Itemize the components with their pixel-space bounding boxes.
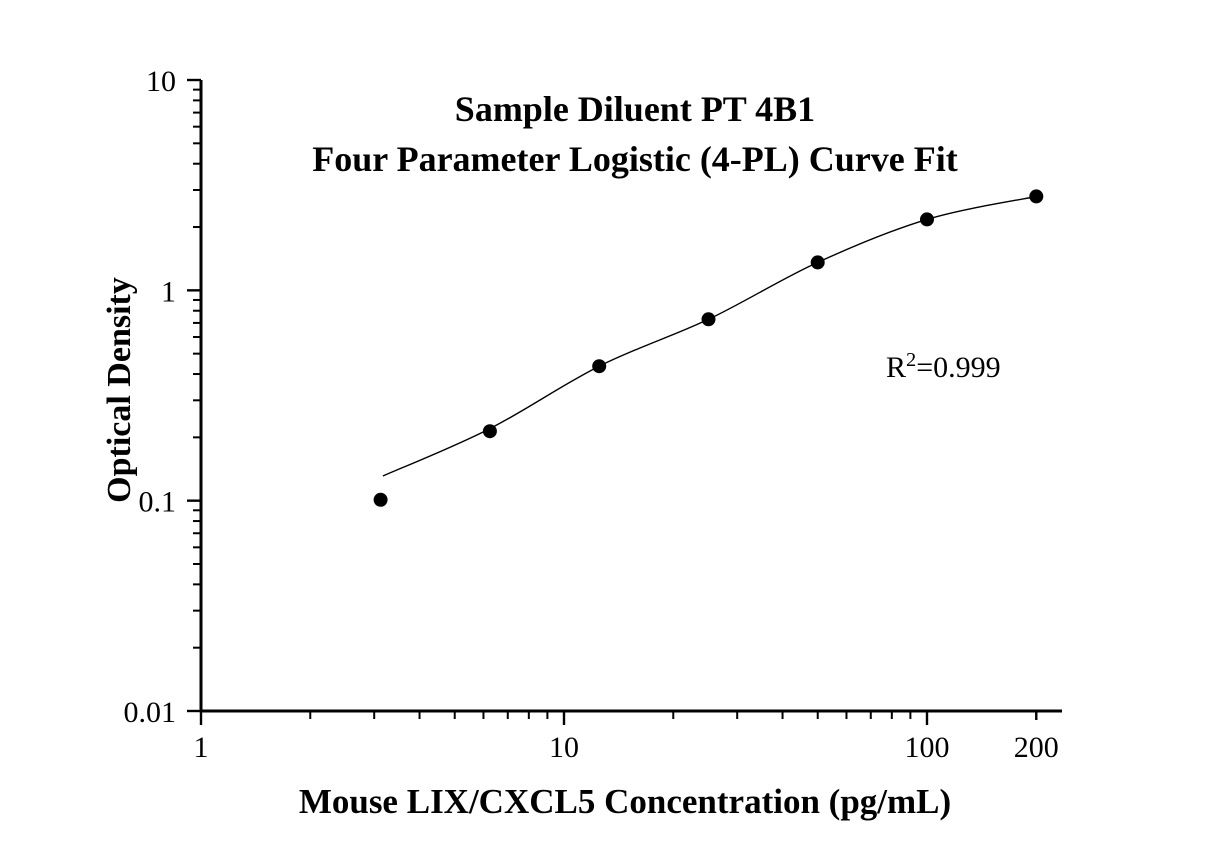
data-point-marker [810,255,825,270]
x-axis-label: Mouse LIX/CXCL5 Concentration (pg/mL) [298,782,952,821]
data-point-marker [373,492,388,507]
y-tick-label: 0.01 [124,696,177,729]
chart-title: Sample Diluent PT 4B1 Four Parameter Log… [155,84,1115,184]
r-squared-value: =0.999 [916,351,1001,384]
y-tick-label: 0.1 [139,486,177,519]
x-tick-label: 100 [905,731,950,764]
chart-title-line2: Four Parameter Logistic (4-PL) Curve Fit [312,139,958,179]
data-point-marker [920,212,934,227]
data-point-marker [1029,189,1044,204]
r-squared-exponent: 2 [906,349,917,371]
data-point-marker [701,312,716,327]
x-tick-label: 200 [1014,731,1059,764]
r-squared-annotation: R2=0.999 [886,342,1001,386]
y-tick-label: 1 [161,275,176,308]
y-tick-label: 10 [146,65,176,98]
x-tick-label: 1 [194,731,209,764]
x-tick-label: 10 [549,731,579,764]
data-point-marker [592,359,607,374]
data-point-marker [482,424,497,439]
fit-curve-line [382,195,1037,477]
chart-title-line1: Sample Diluent PT 4B1 [454,89,816,129]
r-squared-base: R [886,351,907,384]
